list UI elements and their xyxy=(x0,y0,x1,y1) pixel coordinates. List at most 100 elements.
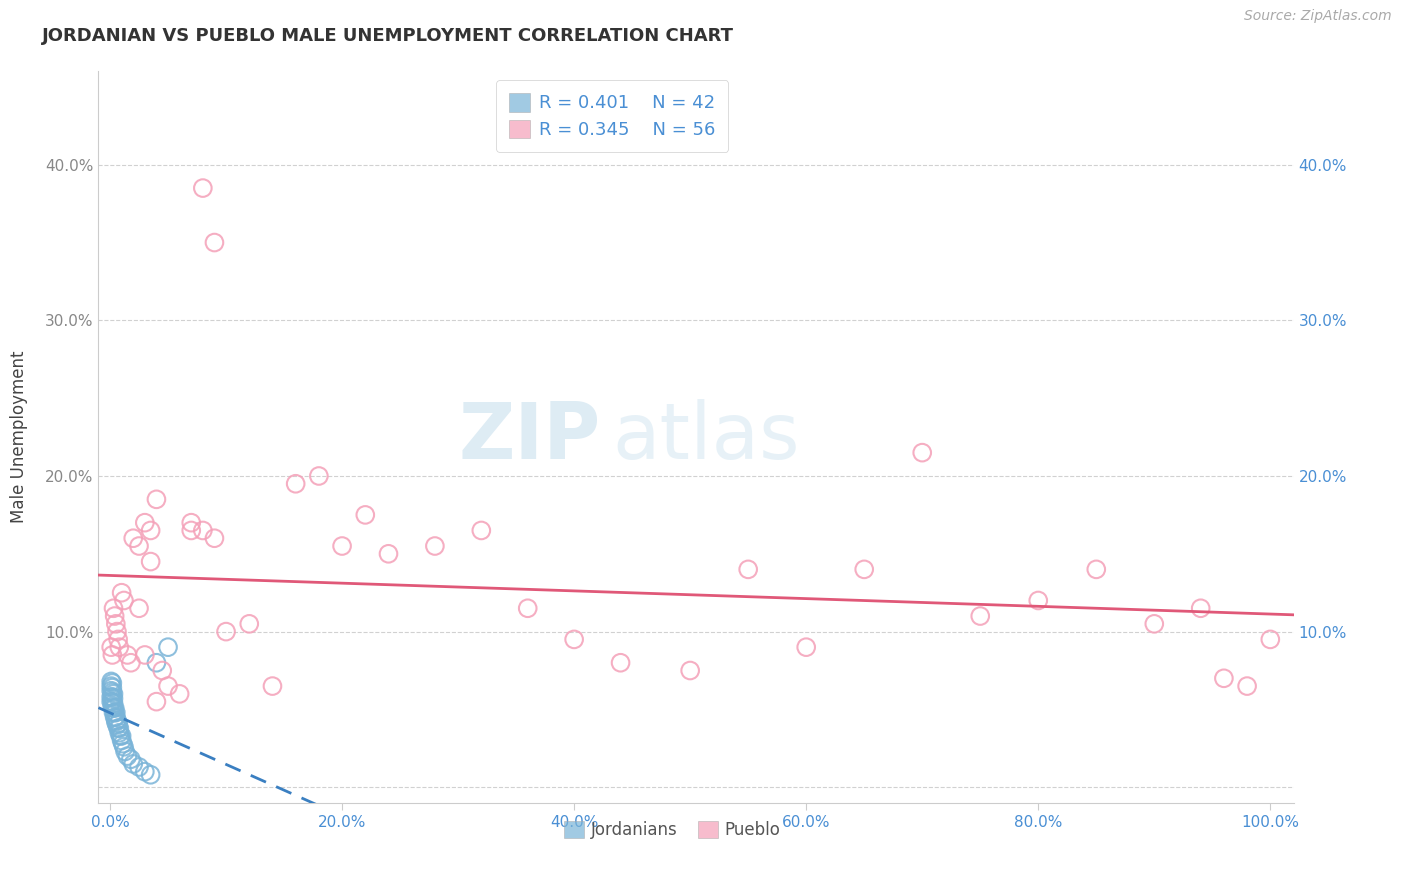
Point xyxy=(104,710,127,724)
Point xyxy=(204,235,226,250)
Point xyxy=(145,656,167,670)
Text: JORDANIAN VS PUEBLO MALE UNEMPLOYMENT CORRELATION CHART: JORDANIAN VS PUEBLO MALE UNEMPLOYMENT CO… xyxy=(42,27,734,45)
Point xyxy=(308,469,330,483)
Legend: Jordanians, Pueblo: Jordanians, Pueblo xyxy=(557,814,787,846)
Point xyxy=(117,749,139,764)
Point xyxy=(204,531,226,545)
Point xyxy=(100,690,122,704)
Point xyxy=(100,695,122,709)
Point xyxy=(104,609,127,624)
Point xyxy=(120,752,142,766)
Point xyxy=(108,640,131,655)
Point xyxy=(107,721,129,735)
Point xyxy=(128,601,150,615)
Point xyxy=(101,681,124,695)
Point xyxy=(128,539,150,553)
Point xyxy=(157,679,180,693)
Point xyxy=(103,701,125,715)
Point xyxy=(104,710,127,724)
Point xyxy=(112,593,135,607)
Point xyxy=(145,695,167,709)
Point xyxy=(101,676,124,690)
Point xyxy=(112,739,135,754)
Point xyxy=(354,508,377,522)
Point xyxy=(117,648,139,662)
Point xyxy=(1212,671,1234,685)
Point xyxy=(101,695,124,709)
Point xyxy=(1085,562,1108,576)
Point xyxy=(180,524,202,538)
Point xyxy=(1258,632,1281,647)
Point xyxy=(103,696,125,710)
Point xyxy=(103,706,125,720)
Point xyxy=(180,516,202,530)
Point xyxy=(1189,601,1212,615)
Point xyxy=(215,624,238,639)
Point xyxy=(104,706,127,720)
Point xyxy=(470,524,492,538)
Point xyxy=(169,687,191,701)
Point xyxy=(100,679,122,693)
Point xyxy=(101,648,124,662)
Point xyxy=(111,737,134,751)
Point xyxy=(111,733,134,747)
Point xyxy=(139,524,162,538)
Point xyxy=(100,683,122,698)
Point xyxy=(145,492,167,507)
Point xyxy=(516,601,538,615)
Text: Source: ZipAtlas.com: Source: ZipAtlas.com xyxy=(1244,9,1392,23)
Point xyxy=(104,714,127,729)
Point xyxy=(110,729,132,743)
Point xyxy=(377,547,399,561)
Point xyxy=(139,555,162,569)
Point xyxy=(794,640,817,655)
Point xyxy=(120,656,142,670)
Point xyxy=(105,624,128,639)
Point xyxy=(104,616,127,631)
Point xyxy=(104,706,127,720)
Point xyxy=(1236,679,1258,693)
Point xyxy=(103,601,125,615)
Point xyxy=(262,679,284,693)
Point xyxy=(330,539,353,553)
Point xyxy=(679,664,702,678)
Point xyxy=(108,721,131,735)
Point xyxy=(108,725,131,739)
Point xyxy=(107,632,129,647)
Point xyxy=(1143,616,1166,631)
Point xyxy=(122,531,145,545)
Point xyxy=(911,445,934,459)
Point xyxy=(284,476,307,491)
Point xyxy=(100,640,122,655)
Point xyxy=(128,760,150,774)
Y-axis label: Male Unemployment: Male Unemployment xyxy=(10,351,28,524)
Point xyxy=(122,756,145,771)
Point xyxy=(157,640,180,655)
Point xyxy=(111,585,134,599)
Point xyxy=(114,744,136,758)
Point xyxy=(111,729,134,743)
Point xyxy=(423,539,446,553)
Point xyxy=(853,562,876,576)
Point xyxy=(150,664,173,678)
Point xyxy=(609,656,631,670)
Point xyxy=(103,687,125,701)
Point xyxy=(105,718,128,732)
Point xyxy=(139,768,162,782)
Point xyxy=(100,674,122,689)
Point xyxy=(107,716,129,731)
Point xyxy=(104,701,127,715)
Text: atlas: atlas xyxy=(613,399,800,475)
Point xyxy=(101,699,124,714)
Point xyxy=(191,524,214,538)
Point xyxy=(134,516,156,530)
Point xyxy=(737,562,759,576)
Point xyxy=(101,690,124,704)
Text: ZIP: ZIP xyxy=(458,399,600,475)
Point xyxy=(103,691,125,706)
Point xyxy=(105,714,128,728)
Point xyxy=(562,632,585,647)
Point xyxy=(134,648,156,662)
Point xyxy=(969,609,991,624)
Point xyxy=(101,685,124,699)
